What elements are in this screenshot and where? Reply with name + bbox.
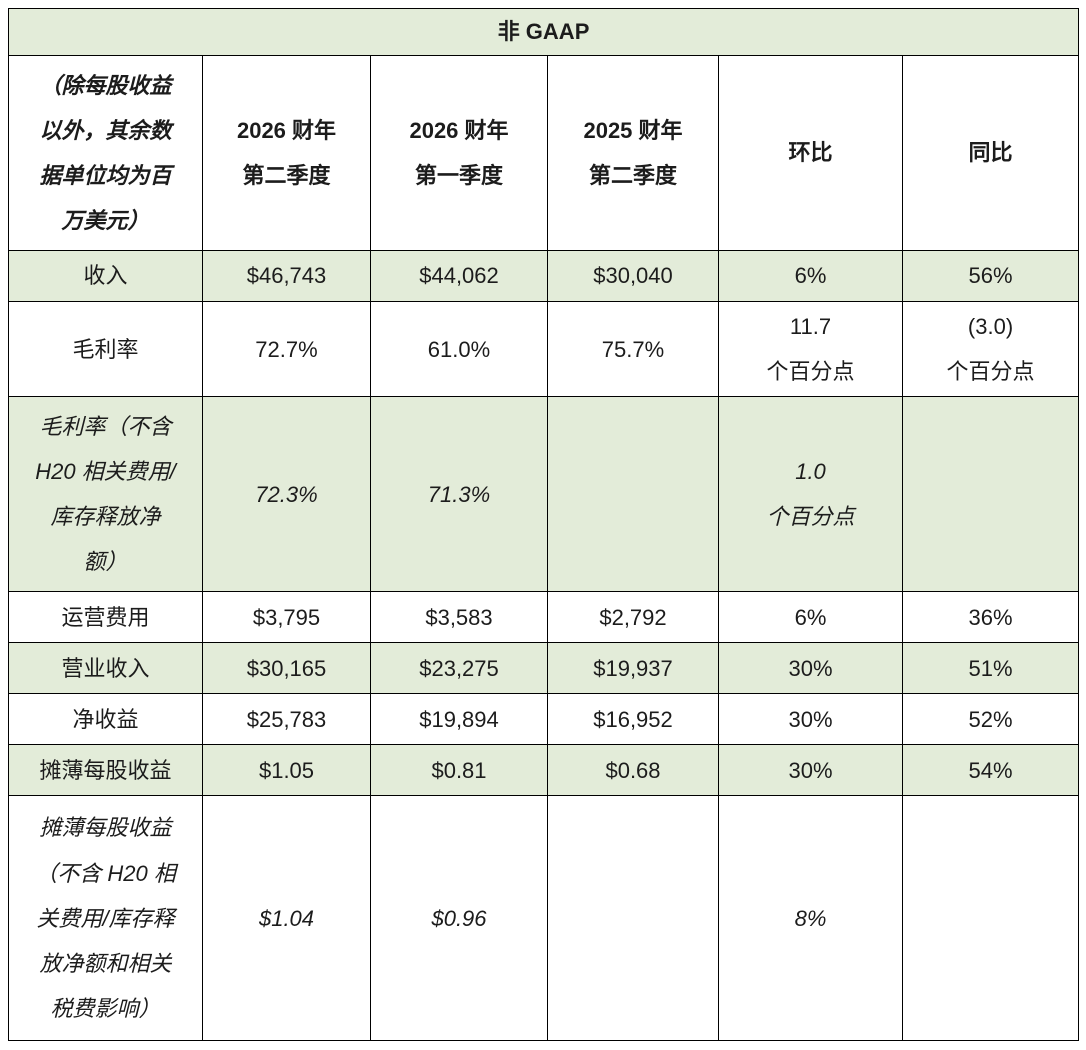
cell-q1-fy2026: $0.96 xyxy=(370,795,548,1042)
col-header-q2-fy2026: 2026 财年 第二季度 xyxy=(202,55,371,251)
cell-qoq: 30% xyxy=(718,744,903,797)
cell-qoq: 8% xyxy=(718,795,903,1042)
row-label: 营业收入 xyxy=(8,642,203,695)
row-label: 摊薄每股收益 （不含 H20 相 关费用/库存释 放净额和相关 税费影响） xyxy=(8,795,203,1042)
row-revenue: 收入 $46,743 $44,062 $30,040 6% 56% xyxy=(8,250,1080,302)
table-title: 非 GAAP xyxy=(7,8,1080,56)
cell-q2-fy2025 xyxy=(547,795,719,1042)
cell-qoq: 30% xyxy=(718,642,903,695)
cell-q2-fy2026: $25,783 xyxy=(202,693,371,746)
cell-yoy xyxy=(901,795,1080,1042)
cell-q1-fy2026: $19,894 xyxy=(370,693,548,746)
col-header-q2-fy2025: 2025 财年 第二季度 xyxy=(547,55,719,251)
cell-q2-fy2025: 75.7% xyxy=(547,300,719,398)
cell-q1-fy2026: $44,062 xyxy=(370,250,548,302)
cell-qoq: 1.0 个百分点 xyxy=(718,396,903,593)
cell-yoy: 56% xyxy=(901,250,1080,302)
row-label: 毛利率 xyxy=(8,300,203,398)
row-operating-income: 营业收入 $30,165 $23,275 $19,937 30% 51% xyxy=(8,642,1080,695)
table-title-row: 非 GAAP xyxy=(7,8,1080,56)
cell-q2-fy2026: 72.7% xyxy=(202,300,371,398)
non-gaap-financial-table: 非 GAAP （除每股收益 以外，其余数 据单位均为百 万美元） 2026 财年… xyxy=(7,8,1080,1042)
table-header-row: （除每股收益 以外，其余数 据单位均为百 万美元） 2026 财年 第二季度 2… xyxy=(8,55,1080,251)
row-operating-expenses: 运营费用 $3,795 $3,583 $2,792 6% 36% xyxy=(8,591,1080,644)
cell-yoy: 52% xyxy=(901,693,1080,746)
cell-q2-fy2025: $19,937 xyxy=(547,642,719,695)
row-diluted-eps-ex-h20: 摊薄每股收益 （不含 H20 相 关费用/库存释 放净额和相关 税费影响） $1… xyxy=(8,795,1080,1042)
row-label: 毛利率（不含 H20 相关费用/ 库存释放净 额） xyxy=(8,396,203,593)
cell-q1-fy2026: $23,275 xyxy=(370,642,548,695)
cell-q2-fy2026: $3,795 xyxy=(202,591,371,644)
row-net-income: 净收益 $25,783 $19,894 $16,952 30% 52% xyxy=(8,693,1080,746)
row-label: 运营费用 xyxy=(8,591,203,644)
cell-q2-fy2026: $1.04 xyxy=(202,795,371,1042)
row-label: 净收益 xyxy=(8,693,203,746)
cell-qoq: 6% xyxy=(718,591,903,644)
row-gross-margin-ex-h20: 毛利率（不含 H20 相关费用/ 库存释放净 额） 72.3% 71.3% 1.… xyxy=(8,396,1080,593)
cell-q1-fy2026: 71.3% xyxy=(370,396,548,593)
cell-q2-fy2025: $2,792 xyxy=(547,591,719,644)
cell-qoq: 11.7 个百分点 xyxy=(718,300,903,398)
cell-yoy: 51% xyxy=(901,642,1080,695)
col-header-yoy: 同比 xyxy=(901,55,1080,251)
col-header-q1-fy2026: 2026 财年 第一季度 xyxy=(370,55,548,251)
cell-q2-fy2026: $30,165 xyxy=(202,642,371,695)
row-gross-margin: 毛利率 72.7% 61.0% 75.7% 11.7 个百分点 (3.0) 个百… xyxy=(8,300,1080,398)
col-header-qoq: 环比 xyxy=(718,55,903,251)
cell-q2-fy2026: $1.05 xyxy=(202,744,371,797)
cell-q2-fy2025: $30,040 xyxy=(547,250,719,302)
col-header-units-note: （除每股收益 以外，其余数 据单位均为百 万美元） xyxy=(8,55,203,251)
cell-q2-fy2025: $0.68 xyxy=(547,744,719,797)
row-diluted-eps: 摊薄每股收益 $1.05 $0.81 $0.68 30% 54% xyxy=(8,744,1080,797)
cell-qoq: 6% xyxy=(718,250,903,302)
cell-q1-fy2026: 61.0% xyxy=(370,300,548,398)
cell-yoy: 36% xyxy=(901,591,1080,644)
cell-q2-fy2026: 72.3% xyxy=(202,396,371,593)
cell-qoq: 30% xyxy=(718,693,903,746)
row-label: 收入 xyxy=(8,250,203,302)
cell-q2-fy2025 xyxy=(547,396,719,593)
cell-q2-fy2026: $46,743 xyxy=(202,250,371,302)
cell-q1-fy2026: $0.81 xyxy=(370,744,548,797)
cell-q2-fy2025: $16,952 xyxy=(547,693,719,746)
row-label: 摊薄每股收益 xyxy=(8,744,203,797)
cell-yoy xyxy=(901,396,1080,593)
cell-yoy: 54% xyxy=(901,744,1080,797)
cell-q1-fy2026: $3,583 xyxy=(370,591,548,644)
cell-yoy: (3.0) 个百分点 xyxy=(901,300,1080,398)
